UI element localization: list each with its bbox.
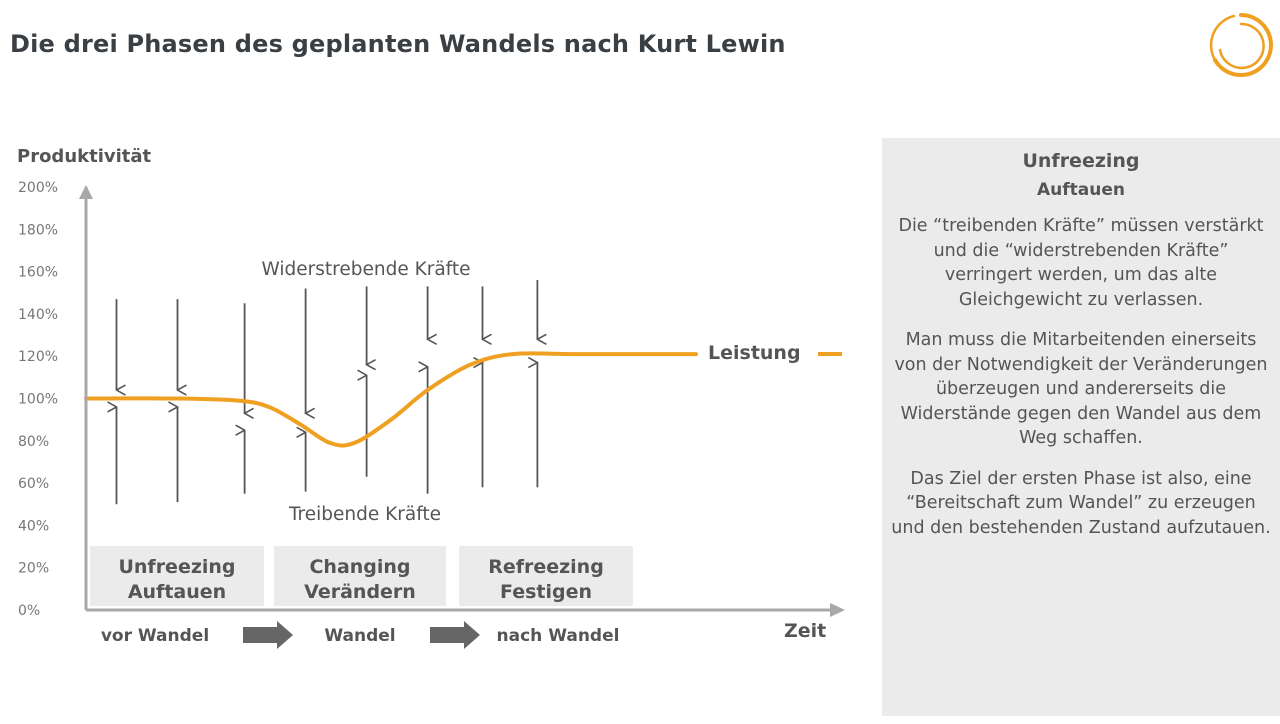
y-tick-label: 100% bbox=[18, 392, 58, 408]
timeline-arrow-icon bbox=[430, 621, 480, 649]
page-title: Die drei Phasen des geplanten Wandels na… bbox=[10, 30, 786, 58]
performance-line bbox=[84, 351, 698, 448]
phase-label: Verändern bbox=[304, 581, 416, 603]
timeline-label: Wandel bbox=[324, 626, 395, 646]
resisting-forces-label: Widerstrebende Kräfte bbox=[262, 259, 471, 280]
phase-box bbox=[274, 546, 446, 606]
y-tick-label: 20% bbox=[18, 561, 49, 577]
x-axis-arrowhead bbox=[830, 603, 845, 617]
y-tick-label: 140% bbox=[18, 307, 58, 323]
y-tick-label: 200% bbox=[18, 180, 58, 196]
panel-paragraph-2: Man muss die Mitarbeitenden einerseits v… bbox=[894, 330, 1268, 448]
panel-title: Unfreezing bbox=[1022, 150, 1140, 172]
panel-paragraph-3: Das Ziel der ersten Phase ist also, eine… bbox=[891, 468, 1271, 538]
y-tick-label: 180% bbox=[18, 222, 58, 238]
phase-label: Auftauen bbox=[128, 581, 226, 603]
y-axis-label: Produktivität bbox=[17, 146, 152, 167]
y-tick-label: 0% bbox=[18, 603, 40, 619]
driving-forces-label: Treibende Kräfte bbox=[288, 504, 441, 525]
phase-box bbox=[90, 546, 264, 606]
timeline-label: vor Wandel bbox=[101, 626, 209, 646]
phase-label: Unfreezing bbox=[118, 556, 235, 578]
lewin-diagram: Unfreezing Auftauen Changing Verändern Refre… bbox=[17, 146, 845, 649]
phase-label: Changing bbox=[309, 556, 410, 578]
y-axis-arrowhead bbox=[79, 185, 93, 199]
timeline-arrow-icon bbox=[243, 621, 293, 649]
timeline-label: nach Wandel bbox=[497, 626, 620, 646]
panel-paragraph-1: Die “treibenden Kräfte” müssen verstärkt… bbox=[898, 216, 1264, 310]
panel-subtitle: Auftauen bbox=[1037, 180, 1125, 200]
x-axis-label: Zeit bbox=[784, 620, 826, 642]
y-tick-label: 60% bbox=[18, 476, 49, 492]
phase-label: Festigen bbox=[500, 581, 592, 603]
explanation-panel: Unfreezing Auftauen Die “treibenden Kräf… bbox=[882, 138, 1280, 716]
y-tick-label: 160% bbox=[18, 265, 58, 281]
logo-icon bbox=[1209, 13, 1273, 77]
chart-svg: Unfreezing Auftauen Changing Verändern Refre… bbox=[17, 146, 845, 649]
phase-box bbox=[459, 546, 633, 606]
legend-label: Leistung bbox=[708, 342, 801, 364]
phase-label: Refreezing bbox=[488, 556, 604, 578]
y-tick-label: 80% bbox=[18, 434, 49, 450]
y-tick-label: 120% bbox=[18, 349, 58, 365]
y-tick-label: 40% bbox=[18, 518, 49, 534]
